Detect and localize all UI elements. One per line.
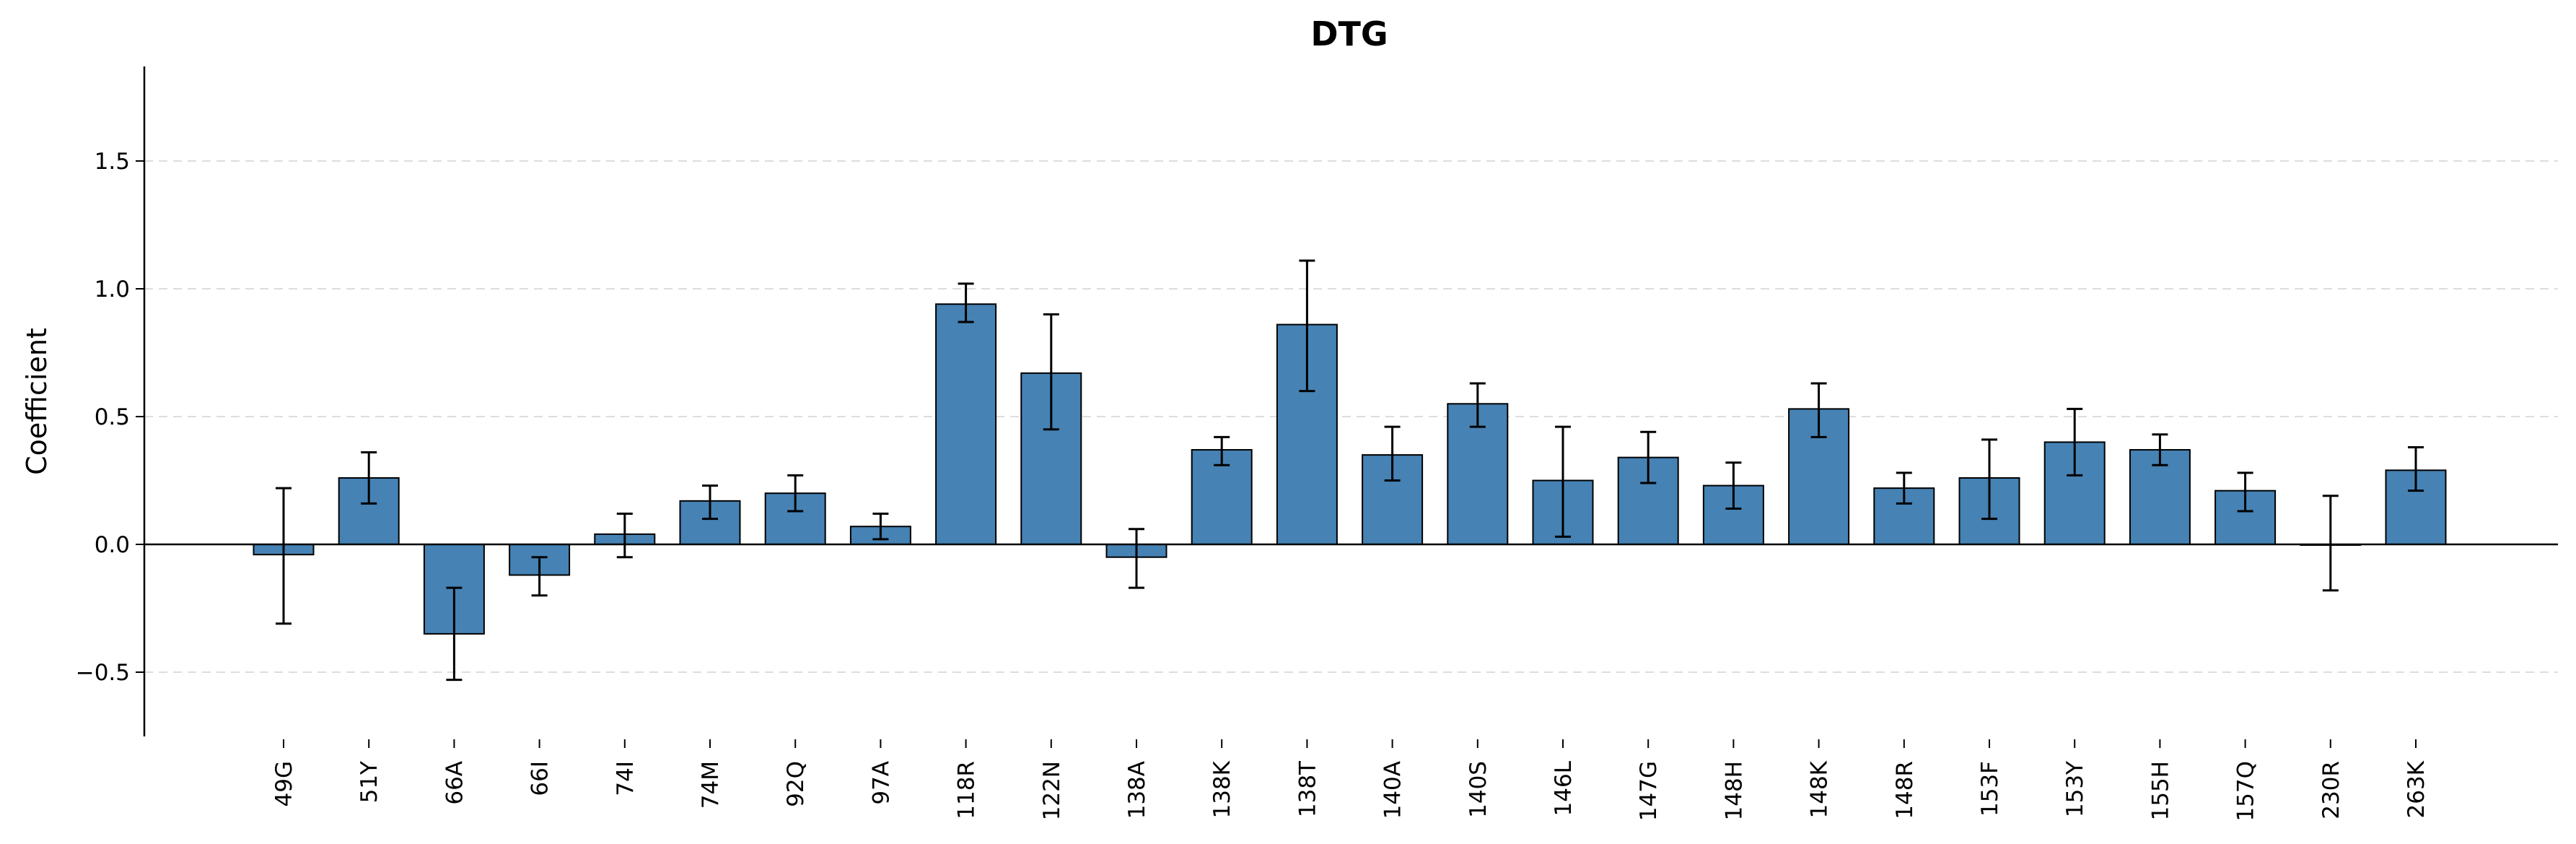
x-ticks: 49G 51Y 66A 66I 74I 74M 92Q 97A 118R 122N 138A 138K…: [271, 739, 2430, 822]
x-tick-label: 230R: [2318, 761, 2344, 819]
x-tick-label: 146L: [1551, 760, 1577, 816]
x-tick-label: 263K: [2404, 760, 2430, 818]
x-tick-label: 153F: [1977, 761, 2003, 817]
x-tick-label: 138A: [1124, 761, 1150, 819]
y-tick-label: −0.5: [76, 660, 130, 686]
chart-title: DTG: [1310, 14, 1388, 53]
x-tick-label: 49G: [271, 761, 297, 806]
x-tick-label: 138K: [1209, 760, 1235, 818]
x-tick-label: 148R: [1892, 761, 1918, 819]
axes: [143, 66, 2558, 736]
error-bars: [276, 259, 2424, 682]
grid-lines: [144, 160, 2558, 673]
bar: [935, 303, 997, 545]
x-tick-label: 122N: [1039, 761, 1065, 820]
x-tick-label: 147G: [1636, 761, 1662, 821]
x-tick-label: 155H: [2147, 761, 2173, 820]
x-tick-label: 148H: [1721, 761, 1747, 820]
x-tick-label: 140S: [1466, 761, 1491, 818]
bars: [253, 303, 2447, 635]
x-tick-label: 140A: [1380, 761, 1406, 819]
x-tick-label: 74I: [613, 761, 639, 796]
y-tick-label: 1.5: [95, 149, 130, 175]
y-tick-label: 0.5: [95, 404, 130, 430]
y-tick-label: 1.0: [95, 277, 130, 303]
y-tick-label: 0.0: [95, 532, 130, 558]
x-tick-label: 74M: [698, 761, 724, 809]
x-tick-label: 66I: [527, 761, 553, 796]
x-tick-label: 92Q: [783, 761, 809, 807]
x-tick-label: 97A: [868, 761, 894, 805]
x-tick-label: 148K: [1807, 760, 1833, 818]
bar: [2214, 490, 2277, 545]
x-tick-label: 51Y: [356, 761, 382, 803]
y-axis-label: Coefficient: [21, 328, 53, 475]
x-tick-label: 118R: [954, 761, 980, 819]
x-tick-label: 138T: [1294, 760, 1320, 817]
y-ticks: −0.5 0.0 0.5 1.0 1.5: [76, 149, 144, 686]
x-tick-label: 157Q: [2233, 761, 2259, 822]
x-tick-label: 66A: [442, 761, 468, 805]
x-tick-label: 153Y: [2062, 761, 2088, 817]
